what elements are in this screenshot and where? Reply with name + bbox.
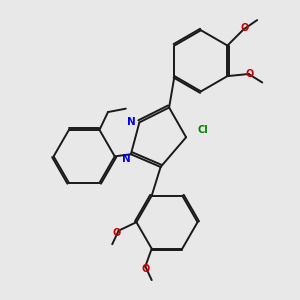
Text: N: N [128,117,136,127]
Text: Cl: Cl [198,124,209,135]
Text: N: N [122,154,131,164]
Text: O: O [245,69,253,79]
Text: O: O [240,23,248,33]
Text: O: O [141,264,149,274]
Text: O: O [112,228,121,238]
